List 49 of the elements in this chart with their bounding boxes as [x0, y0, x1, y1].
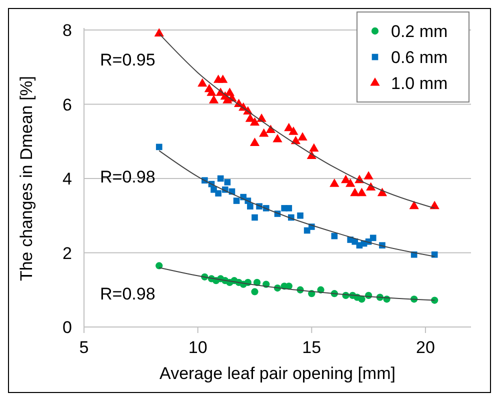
point — [247, 203, 254, 210]
annotation: R=0.98 — [100, 168, 156, 187]
point — [250, 117, 260, 126]
point — [215, 190, 222, 197]
point — [286, 205, 292, 212]
point — [370, 234, 376, 242]
point — [309, 143, 319, 152]
y-tick-label: 8 — [62, 21, 72, 40]
point — [250, 138, 260, 146]
point — [259, 128, 269, 137]
annotation: R=0.98 — [100, 284, 156, 304]
point — [198, 78, 208, 87]
point — [252, 214, 258, 221]
legend-label: 0.6 mm — [391, 48, 448, 67]
x-tick-label: 15 — [302, 338, 322, 357]
point — [356, 188, 367, 196]
point — [217, 175, 224, 182]
point — [346, 178, 356, 187]
point — [251, 288, 258, 296]
x-axis-title: Average leaf pair opening [mm] — [160, 364, 396, 383]
annotation: R=0.95 — [100, 50, 156, 70]
point — [208, 94, 219, 104]
point — [288, 126, 298, 135]
y-tick-label: 6 — [62, 95, 72, 114]
legend-label: 1.0 mm — [391, 74, 448, 93]
point — [330, 178, 340, 187]
y-axis-title: The changes in Dmean [%] — [17, 76, 36, 282]
point — [156, 262, 163, 270]
y-tick-label: 2 — [62, 244, 72, 263]
x-tick-label: 20 — [416, 338, 435, 357]
point — [298, 132, 308, 140]
point — [272, 134, 282, 142]
legend-label: 0.2 mm — [391, 22, 448, 41]
point — [245, 114, 255, 122]
point — [224, 179, 231, 186]
point — [206, 88, 216, 96]
point — [156, 144, 162, 150]
point — [297, 212, 304, 219]
point — [331, 232, 338, 240]
y-tick-label: 4 — [62, 170, 72, 188]
x-tick-label: 10 — [188, 338, 208, 357]
y-tick-label: 0 — [62, 318, 72, 337]
point — [409, 200, 419, 210]
point — [431, 251, 438, 258]
point — [218, 74, 228, 83]
x-tick-label: 5 — [79, 338, 89, 357]
point — [364, 171, 374, 180]
point — [233, 198, 240, 204]
point — [154, 28, 164, 36]
